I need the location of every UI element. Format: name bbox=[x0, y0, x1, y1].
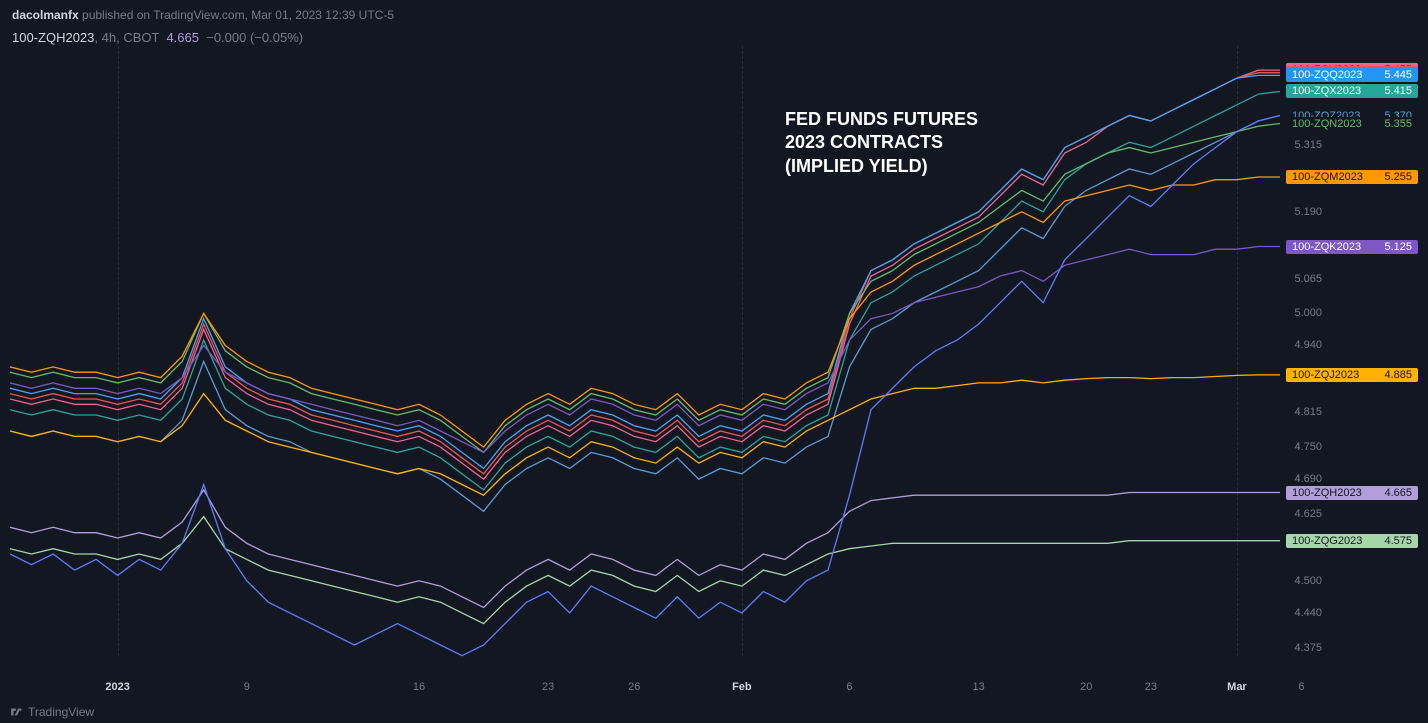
x-tick: 23 bbox=[542, 681, 554, 693]
price-axis[interactable]: 5.315 5.190 5.065 5.000 4.940 4.815 4.750 4.690… bbox=[1282, 46, 1422, 686]
series-__extra_blue bbox=[10, 116, 1280, 656]
plot-svg bbox=[10, 46, 1280, 661]
price-label-100-ZQX2023[interactable]: 100-ZQX20235.415 bbox=[1286, 84, 1418, 98]
series-100-ZQH2023 bbox=[10, 490, 1280, 608]
series-100-ZQM2023 bbox=[10, 177, 1280, 447]
price-label-100-ZQN2023[interactable]: 100-ZQN20235.355 bbox=[1286, 117, 1418, 131]
x-tick: Mar bbox=[1227, 681, 1247, 693]
series-100-ZQN2023 bbox=[10, 124, 1280, 453]
series-100-ZQX2023 bbox=[10, 92, 1280, 490]
x-tick: 23 bbox=[1145, 681, 1157, 693]
x-tick: 16 bbox=[413, 681, 425, 693]
x-tick: Feb bbox=[732, 681, 752, 693]
y-tick: 4.815 bbox=[1294, 406, 1322, 418]
change: −0.000 bbox=[206, 30, 246, 45]
y-tick: 4.440 bbox=[1294, 607, 1322, 619]
published-on: published on TradingView.com, bbox=[82, 8, 248, 22]
last-value: 4.665 bbox=[166, 30, 199, 45]
y-tick: 5.000 bbox=[1294, 307, 1322, 319]
chart-area[interactable]: FED FUNDS FUTURES2023 CONTRACTS(IMPLIED … bbox=[10, 46, 1280, 686]
x-tick: 9 bbox=[244, 681, 250, 693]
x-tick: 6 bbox=[1298, 681, 1304, 693]
series-100-ZQQ2023 bbox=[10, 75, 1280, 468]
y-tick: 4.375 bbox=[1294, 642, 1322, 654]
x-tick: 6 bbox=[846, 681, 852, 693]
series-100-ZQZ2023 bbox=[10, 116, 1280, 512]
y-tick: 5.065 bbox=[1294, 273, 1322, 285]
publish-date: Mar 01, 2023 12:39 UTC-5 bbox=[251, 8, 394, 22]
price-label-100-ZQG2023[interactable]: 100-ZQG20234.575 bbox=[1286, 534, 1418, 548]
series-100-ZQG2023 bbox=[10, 517, 1280, 624]
interval: 4h bbox=[102, 30, 116, 45]
symbol-line: 100-ZQH2023, 4h, CBOT 4.665 −0.000 (−0.0… bbox=[12, 30, 303, 45]
price-label-100-ZQJ2023[interactable]: 100-ZQJ20234.885 bbox=[1286, 368, 1418, 382]
y-tick: 4.940 bbox=[1294, 339, 1322, 351]
price-label-100-ZQM2023[interactable]: 100-ZQM20235.255 bbox=[1286, 170, 1418, 184]
x-tick: 13 bbox=[973, 681, 985, 693]
price-label-100-ZQH2023[interactable]: 100-ZQH20234.665 bbox=[1286, 486, 1418, 500]
y-tick: 4.690 bbox=[1294, 473, 1322, 485]
exchange: CBOT bbox=[123, 30, 159, 45]
series-100-ZQJ2023 bbox=[10, 375, 1280, 495]
tradingview-icon bbox=[10, 705, 24, 719]
x-tick: 26 bbox=[628, 681, 640, 693]
brand-text: TradingView bbox=[28, 705, 94, 719]
footer-brand: TradingView bbox=[10, 705, 94, 719]
symbol[interactable]: 100-ZQH2023 bbox=[12, 30, 94, 45]
series-100-ZQK2023 bbox=[10, 247, 1280, 453]
publish-header: dacolmanfx published on TradingView.com,… bbox=[12, 8, 394, 22]
y-tick: 5.190 bbox=[1294, 206, 1322, 218]
price-label-100-ZQK2023[interactable]: 100-ZQK20235.125 bbox=[1286, 240, 1418, 254]
y-tick: 5.315 bbox=[1294, 139, 1322, 151]
y-tick: 4.750 bbox=[1294, 441, 1322, 453]
price-label-100-ZQQ2023[interactable]: 100-ZQQ20235.445 bbox=[1286, 68, 1418, 82]
y-tick: 4.500 bbox=[1294, 575, 1322, 587]
y-tick: 4.625 bbox=[1294, 508, 1322, 520]
x-tick: 20 bbox=[1080, 681, 1092, 693]
time-axis[interactable]: 20239162326Feb6132023Mar6 bbox=[10, 681, 1280, 701]
change-pct: (−0.05%) bbox=[250, 30, 303, 45]
x-tick: 2023 bbox=[105, 681, 129, 693]
series-100-ZQU2023 bbox=[10, 73, 1280, 474]
author-name: dacolmanfx bbox=[12, 8, 79, 22]
